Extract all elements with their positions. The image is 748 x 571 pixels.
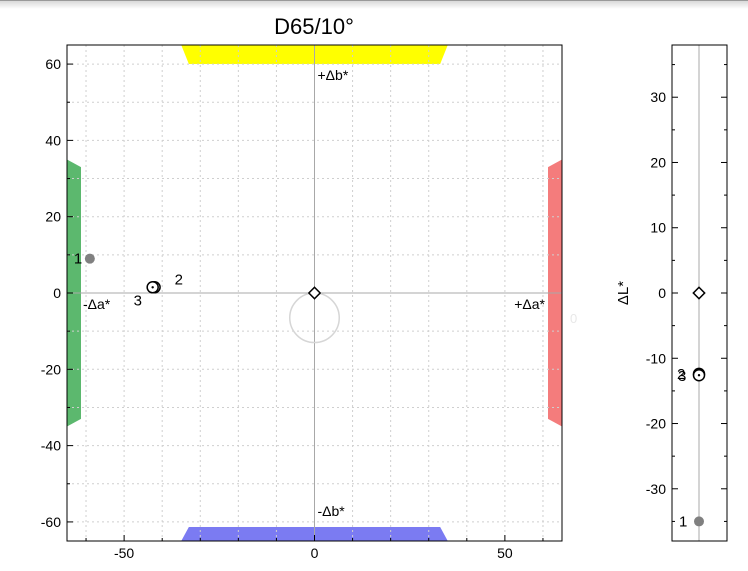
y-tick-label: -60 (41, 514, 61, 530)
x-tick-label: 0 (311, 545, 319, 561)
label-neg-b: -Δb* (318, 503, 346, 519)
point-label: 1 (74, 251, 82, 268)
lightness-point-center (697, 374, 701, 377)
lightness-reference-marker (692, 286, 706, 300)
y-tick-label: 40 (45, 132, 61, 148)
reference-marker (307, 286, 322, 300)
lightness-tick-label: 0 (658, 285, 666, 301)
lightness-axis-title: ΔL* (615, 281, 632, 305)
lightness-tick-label: -30 (646, 481, 666, 497)
y-tick-label: 0 (53, 285, 61, 301)
tick-marks (67, 63, 544, 541)
label-neg-a: -Δa* (83, 296, 111, 312)
x-tick-label: 50 (497, 545, 513, 561)
lightness-point-label: 1 (679, 513, 687, 530)
lightness-tick-label: 30 (650, 89, 666, 105)
lightness-point-label: 3 (678, 368, 686, 385)
lightness-point-label: 2 (677, 366, 685, 383)
label-pos-a: +Δa* (514, 296, 545, 312)
lightness-tick-label: -10 (646, 350, 666, 366)
point-label: 2 (175, 271, 183, 288)
point-label: 3 (134, 292, 142, 309)
stray-label: 0 (570, 311, 577, 326)
y-tick-label: -40 (41, 438, 61, 454)
data-point (84, 253, 95, 264)
label-pos-b: +Δb* (318, 67, 349, 83)
data-point-center (151, 286, 154, 289)
lightness-plot: -30 -20 -10 0 10 20 30 ΔL* 1 23 (615, 44, 728, 542)
window-top-edge (0, 0, 748, 9)
lightness-tick-label: -20 (646, 416, 666, 432)
x-tick-label: -50 (114, 545, 134, 561)
lightness-tick-label: 10 (650, 220, 666, 236)
chart-title: D65/10° (274, 14, 354, 39)
y-tick-label: -20 (41, 361, 61, 377)
y-tick-label: 20 (45, 209, 61, 225)
lightness-ticks (672, 64, 727, 522)
y-tick-label: 60 (45, 56, 61, 72)
lightness-tick-label: 20 (650, 154, 666, 170)
ab-plane-plot: -60 -40 -20 0 20 40 60 -50 0 50 +Δb* -Δb* -Δa* +Δa* 0 1… (41, 44, 577, 561)
lightness-point (694, 516, 704, 527)
